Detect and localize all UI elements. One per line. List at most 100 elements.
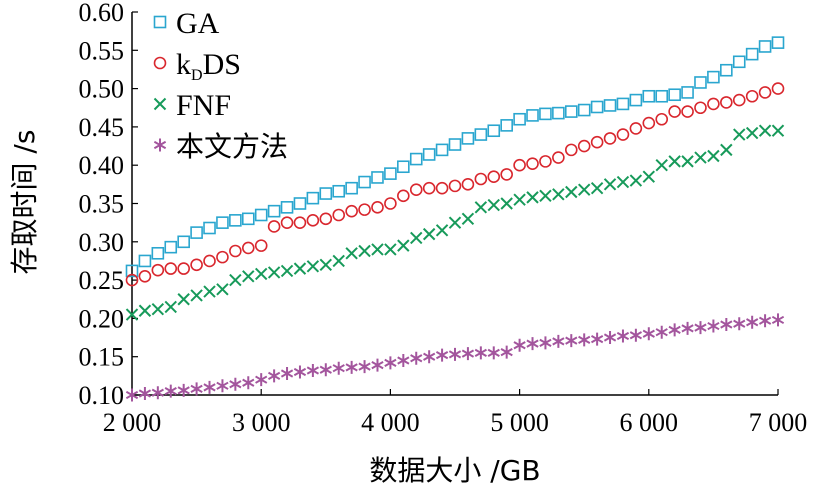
data-point bbox=[345, 247, 358, 260]
legend-label: GA bbox=[176, 7, 220, 40]
data-point bbox=[177, 235, 190, 249]
data-point bbox=[603, 99, 617, 112]
data-point bbox=[216, 216, 229, 229]
data-point bbox=[668, 105, 681, 118]
data-point bbox=[345, 360, 358, 374]
data-point bbox=[125, 308, 139, 321]
data-point bbox=[616, 175, 630, 189]
data-point bbox=[526, 157, 539, 170]
data-point bbox=[280, 367, 294, 381]
data-point bbox=[410, 231, 423, 245]
data-point bbox=[552, 151, 565, 164]
data-point bbox=[655, 158, 668, 172]
data-point bbox=[758, 314, 772, 328]
data-point bbox=[616, 329, 630, 343]
data-point bbox=[358, 244, 371, 258]
data-point bbox=[267, 369, 281, 383]
data-point bbox=[758, 40, 772, 53]
data-point bbox=[745, 47, 759, 61]
data-point bbox=[267, 204, 281, 218]
data-point bbox=[151, 303, 165, 316]
data-point bbox=[345, 204, 358, 218]
data-point bbox=[578, 333, 591, 347]
data-point bbox=[345, 181, 358, 195]
data-point bbox=[306, 363, 320, 377]
data-point bbox=[177, 383, 190, 397]
data-point bbox=[733, 317, 746, 331]
legend: GA kDDS FNF 本文方法 bbox=[153, 7, 288, 163]
data-point bbox=[681, 321, 694, 335]
data-point bbox=[384, 243, 397, 256]
data-point bbox=[306, 191, 320, 205]
data-point bbox=[474, 172, 488, 186]
data-point bbox=[358, 175, 371, 189]
data-point bbox=[448, 179, 462, 193]
data-point bbox=[371, 171, 384, 184]
data-point bbox=[422, 148, 436, 161]
data-point bbox=[151, 246, 165, 260]
data-point bbox=[720, 96, 733, 109]
data-point bbox=[461, 212, 475, 226]
data-point bbox=[203, 380, 216, 394]
legend-label: 本文方法 bbox=[176, 130, 288, 163]
series-3 bbox=[125, 124, 785, 321]
data-point bbox=[474, 201, 488, 214]
data-point bbox=[745, 89, 759, 103]
data-point bbox=[629, 174, 643, 187]
data-point bbox=[564, 105, 578, 118]
data-point bbox=[254, 239, 268, 252]
data-point bbox=[216, 283, 229, 296]
data-point bbox=[474, 346, 487, 360]
data-point bbox=[577, 139, 591, 153]
legend-label: FNF bbox=[176, 89, 231, 122]
data-point bbox=[745, 126, 759, 140]
data-point bbox=[332, 254, 345, 268]
data-point bbox=[474, 128, 488, 141]
data-point bbox=[422, 227, 436, 241]
data-point bbox=[293, 262, 307, 275]
data-point bbox=[487, 124, 501, 138]
data-point bbox=[229, 214, 242, 227]
data-point bbox=[293, 216, 307, 229]
data-point bbox=[565, 185, 578, 199]
data-point bbox=[448, 138, 462, 151]
data-point bbox=[254, 267, 268, 281]
data-point bbox=[319, 187, 333, 200]
data-point bbox=[655, 112, 669, 126]
data-point bbox=[177, 293, 190, 306]
data-point bbox=[177, 262, 190, 275]
data-point bbox=[319, 258, 333, 271]
y-tick-label: 0.10 bbox=[79, 381, 125, 410]
data-point bbox=[771, 313, 785, 327]
data-point bbox=[539, 107, 552, 121]
data-point bbox=[125, 388, 139, 402]
y-axis-label: 存取时间 /s bbox=[8, 130, 41, 275]
data-point bbox=[190, 382, 203, 396]
data-point bbox=[461, 347, 475, 361]
data-point bbox=[384, 356, 397, 370]
data-point bbox=[720, 63, 733, 77]
data-point bbox=[358, 360, 371, 374]
data-point bbox=[500, 197, 513, 210]
data-point bbox=[539, 155, 552, 168]
data-point bbox=[254, 208, 268, 222]
data-point bbox=[255, 373, 268, 387]
data-point bbox=[771, 82, 785, 95]
data-point bbox=[216, 250, 229, 264]
data-point bbox=[500, 168, 513, 181]
data-point bbox=[655, 89, 669, 103]
data-point bbox=[771, 124, 785, 137]
data-point bbox=[565, 334, 578, 348]
data-point bbox=[577, 183, 591, 196]
data-point bbox=[746, 315, 759, 329]
data-point bbox=[461, 132, 475, 145]
data-point bbox=[190, 289, 203, 302]
data-point bbox=[409, 152, 423, 166]
data-point bbox=[694, 321, 707, 335]
data-point bbox=[539, 336, 552, 350]
data-point bbox=[358, 203, 371, 216]
data-point bbox=[397, 239, 410, 252]
data-point bbox=[668, 155, 681, 168]
y-tick-label: 0.35 bbox=[79, 190, 125, 219]
